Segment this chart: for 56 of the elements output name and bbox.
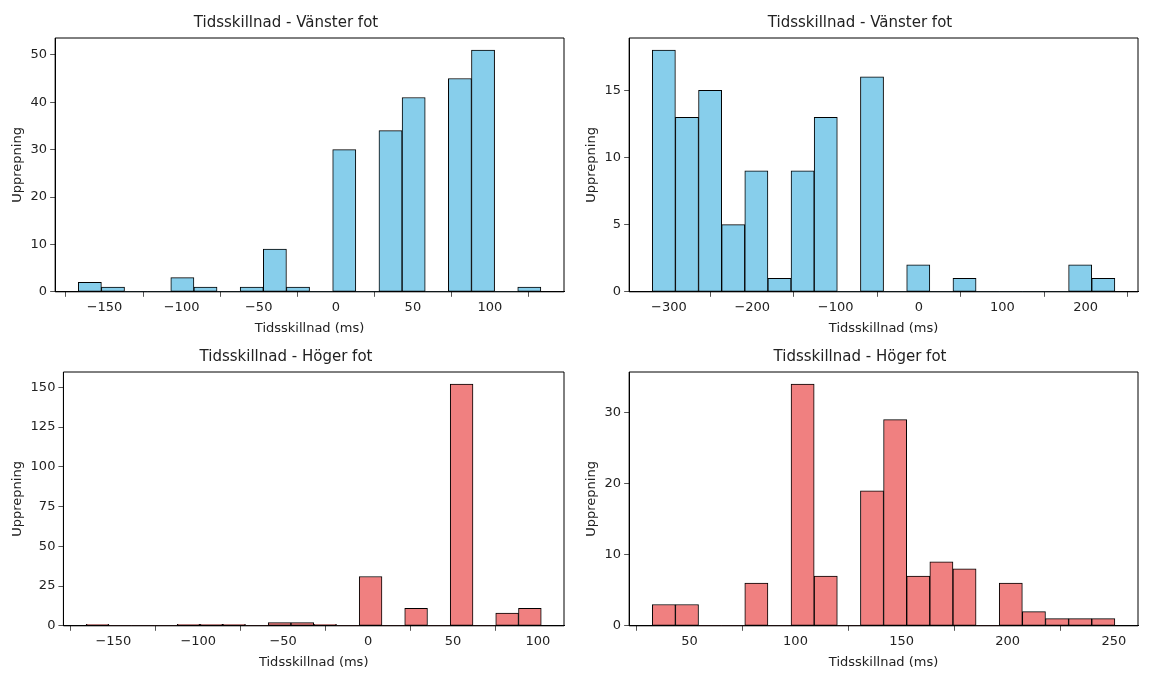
x-tick-label: 100 <box>783 632 808 648</box>
x-tick-label: 50 <box>404 298 422 314</box>
x-axis-title: Tidsskillnad (ms) <box>827 319 939 335</box>
x-tick-label: −100 <box>163 298 200 314</box>
y-tick-label: 50 <box>38 537 56 553</box>
y-tick-label: 0 <box>47 617 56 633</box>
chart-title: Tidsskillnad - Vänster fot <box>192 12 379 31</box>
x-tick-label: 50 <box>681 632 698 648</box>
x-tick-label: 100 <box>525 632 551 648</box>
x-tick-label: 0 <box>914 298 924 314</box>
chart-title: Tidsskillnad - Höger fot <box>772 346 947 365</box>
y-tick-label: 100 <box>30 458 56 474</box>
y-tick-label: 10 <box>604 546 622 562</box>
y-axis-title: Upprepning <box>9 127 25 203</box>
x-axis-title: Tidsskillnad (ms) <box>257 653 369 669</box>
y-tick-label: 10 <box>30 235 48 251</box>
y-tick-label: 30 <box>30 140 48 156</box>
x-axis-title: Tidsskillnad (ms) <box>827 653 939 669</box>
x-tick-label: 0 <box>331 298 340 314</box>
y-axis-title: Upprepning <box>583 461 599 537</box>
y-tick-label: 75 <box>38 497 56 513</box>
y-tick-label: 150 <box>30 378 56 394</box>
y-axis-title: Upprepning <box>583 127 599 203</box>
y-tick-label: 0 <box>612 617 622 633</box>
x-axis-title: Tidsskillnad (ms) <box>253 319 365 335</box>
chart-title: Tidsskillnad - Vänster fot <box>766 12 953 31</box>
x-tick-label: −150 <box>86 298 123 314</box>
x-tick-label: −100 <box>817 298 854 314</box>
y-tick-label: 15 <box>604 81 622 97</box>
y-tick-label: 125 <box>30 418 56 434</box>
x-tick-label: −300 <box>651 298 687 314</box>
x-tick-label: 250 <box>1101 632 1127 648</box>
x-tick-label: 200 <box>995 632 1021 648</box>
x-tick-label: 100 <box>989 298 1015 314</box>
x-tick-label: −50 <box>269 632 297 648</box>
y-tick-label: 25 <box>38 577 56 593</box>
y-tick-label: 50 <box>30 46 48 62</box>
x-tick-label: 150 <box>889 632 915 648</box>
x-tick-label: −200 <box>734 298 771 314</box>
y-tick-label: 40 <box>30 93 48 109</box>
chart-title: Tidsskillnad - Höger fot <box>198 346 373 365</box>
y-tick-label: 30 <box>604 403 622 419</box>
y-tick-label: 5 <box>612 216 622 232</box>
x-tick-label: 50 <box>444 632 462 648</box>
x-tick-label: −50 <box>244 298 273 314</box>
x-tick-label: 100 <box>477 298 503 314</box>
x-tick-label: 200 <box>1073 298 1099 314</box>
x-tick-label: −100 <box>180 632 217 648</box>
y-tick-label: 10 <box>604 148 622 164</box>
x-tick-label: −150 <box>95 632 132 648</box>
x-tick-label: 0 <box>363 632 373 648</box>
y-axis-title: Upprepning <box>9 461 25 537</box>
y-tick-label: 20 <box>604 474 622 490</box>
y-tick-label: 20 <box>30 188 48 204</box>
y-tick-label: 0 <box>38 283 48 299</box>
y-tick-label: 0 <box>612 283 622 299</box>
